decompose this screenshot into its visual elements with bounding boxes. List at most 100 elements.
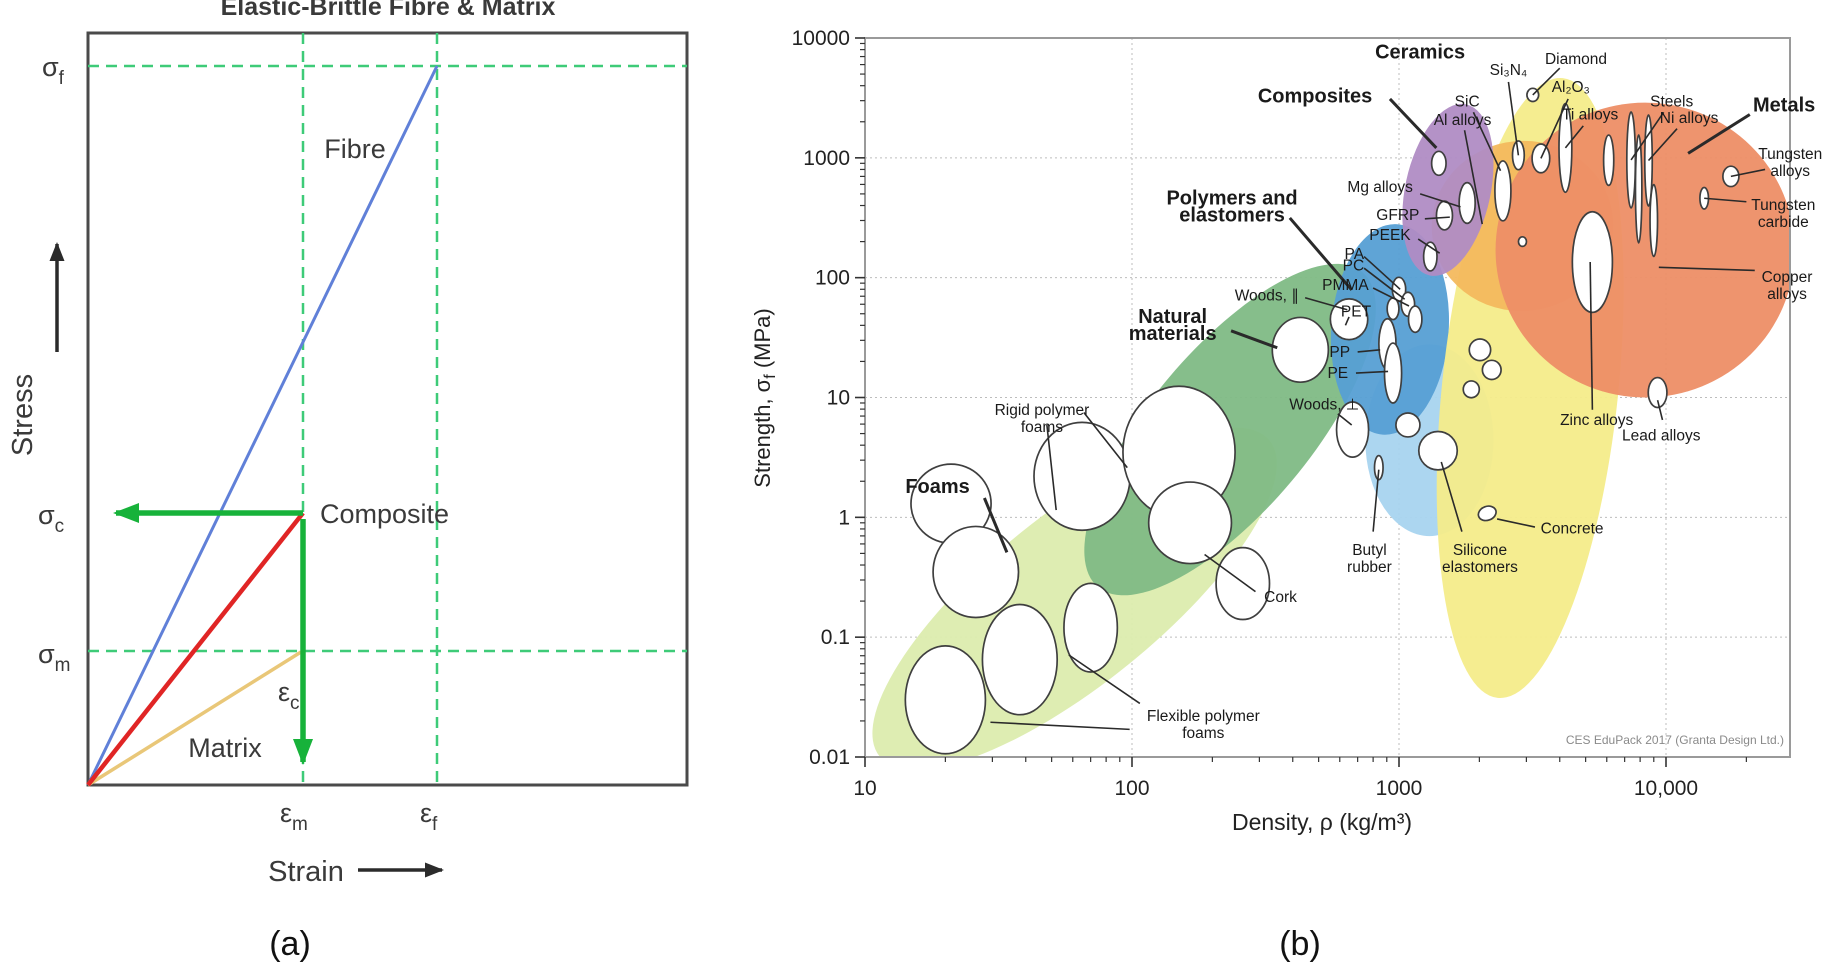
leader-line <box>1687 113 1751 155</box>
material-bubble <box>1373 454 1384 481</box>
leader-line <box>1204 553 1256 593</box>
leader-line <box>1372 287 1410 307</box>
composite-label: Composite <box>320 499 449 529</box>
y-tick-label: 100 <box>815 267 850 290</box>
stress-strain-diagram: Elastic-Brittle Fibre & Matrix Fibre Com… <box>7 0 689 963</box>
annotation-label: Ceramics <box>1375 42 1465 64</box>
x-tick-label: 100 <box>1114 777 1149 800</box>
leader-line <box>1357 349 1381 353</box>
sigma-c-label: σc <box>38 500 64 537</box>
annotation-label: Composites <box>1258 86 1372 108</box>
material-bubble <box>1625 111 1637 209</box>
figure-a-title: Elastic-Brittle Fibre & Matrix <box>221 0 556 21</box>
fibre-label: Fibre <box>324 134 386 164</box>
x-tick-label: 10 <box>853 777 876 800</box>
annotation-label: SiC <box>1455 94 1480 111</box>
material-bubble <box>1395 412 1421 438</box>
leader-line <box>1496 518 1536 528</box>
annotation-label: Woods, ∥ <box>1235 287 1299 304</box>
y-tick-label: 1000 <box>803 147 850 170</box>
annotation-label: Si₃N₄ <box>1490 62 1528 79</box>
material-bubble <box>1435 200 1454 231</box>
material-bubble <box>1647 376 1668 409</box>
leader-line <box>1540 98 1569 159</box>
material-bubble <box>1329 298 1369 341</box>
material-bubble <box>1477 505 1497 522</box>
material-bubble <box>1063 582 1119 673</box>
y-tick-label: 10000 <box>792 27 850 50</box>
leader-line <box>1564 125 1584 149</box>
annotation-label: Ni alloys <box>1660 110 1719 127</box>
annotation-label: Natural materials <box>1129 306 1217 345</box>
material-bubble <box>981 603 1059 716</box>
leader-line <box>1363 267 1406 300</box>
material-bubble <box>1335 401 1370 458</box>
annotation-label: PA <box>1345 246 1365 263</box>
annotation-label: Rigid polymer foams <box>995 402 1090 436</box>
annotation-label: Steels <box>1650 94 1693 111</box>
leader-line <box>1344 316 1350 326</box>
y-tick-label: 1 <box>838 506 850 529</box>
leader-line <box>1589 262 1594 410</box>
annotation-label: GFRP <box>1376 207 1419 224</box>
ashby-chart: 10 100 1000 10,000 10000 1000 100 10 1 0.1 0.01 Ce… <box>750 27 1822 963</box>
leader-line <box>1372 469 1380 532</box>
leader-line <box>1046 424 1057 511</box>
material-bubble <box>1571 210 1614 314</box>
material-bubble <box>1634 134 1643 244</box>
leader-line <box>1424 216 1450 220</box>
leader-line <box>1647 128 1678 162</box>
annotation-label: Woods, ⊥ <box>1289 397 1359 414</box>
leader-line <box>1463 130 1484 225</box>
matrix-label: Matrix <box>188 733 262 763</box>
annotation-label: PP <box>1329 344 1350 361</box>
leader-line <box>1656 399 1664 421</box>
leader-line <box>1304 296 1348 311</box>
material-bubble <box>1649 183 1659 258</box>
fibre-line <box>86 65 439 786</box>
leader-line <box>990 721 1130 731</box>
caption-b: (b) <box>1279 925 1321 963</box>
annotation-label: Mg alloys <box>1347 179 1413 196</box>
annotation-label: Al₂O₃ <box>1552 79 1590 96</box>
leader-line <box>1337 413 1353 426</box>
x-axis-label: Density, ρ (kg/m³) <box>1232 809 1412 835</box>
material-bubble <box>904 645 987 755</box>
material-bubble <box>1481 359 1502 381</box>
leader-line <box>1704 197 1747 203</box>
annotation-label: Zinc alloys <box>1560 412 1633 429</box>
annotation-label: Silicone elastomers <box>1442 542 1518 576</box>
leader-line <box>1417 238 1441 254</box>
leader-line <box>1472 111 1502 172</box>
annotation-label: Tungsten alloys <box>1758 146 1822 180</box>
material-bubble <box>1147 481 1233 565</box>
leader-line <box>1658 266 1755 272</box>
leader-line <box>983 497 1009 553</box>
leader-line <box>1630 111 1665 161</box>
sigma-f-label: σf <box>42 52 65 89</box>
sigma-m-label: σm <box>38 639 71 676</box>
annotation-label: Flexible polymer foams <box>1147 708 1260 742</box>
leader-line <box>1507 81 1520 156</box>
y-axis-label: Strength, σf (MPa) <box>750 308 779 487</box>
material-bubble <box>1386 297 1400 321</box>
caption-a: (a) <box>269 925 311 963</box>
chart-content <box>872 78 1790 757</box>
material-bubble <box>1531 143 1551 174</box>
y-tick-label: 0.01 <box>809 746 850 769</box>
annotation-label: Concrete <box>1541 520 1604 537</box>
material-bubble <box>1271 316 1330 384</box>
material-bubble <box>1430 150 1447 177</box>
annotation-label: Diamond <box>1545 51 1607 68</box>
material-bubble <box>1458 181 1477 225</box>
leader-line <box>1068 654 1141 705</box>
eps-f-label: εf <box>420 798 438 835</box>
x-tick-label: 10,000 <box>1634 777 1698 800</box>
region-composites <box>1402 103 1494 276</box>
leader-line <box>1532 67 1561 96</box>
annotation-label: Tungsten carbide <box>1751 197 1815 231</box>
annotation-label: Cork <box>1264 589 1297 606</box>
